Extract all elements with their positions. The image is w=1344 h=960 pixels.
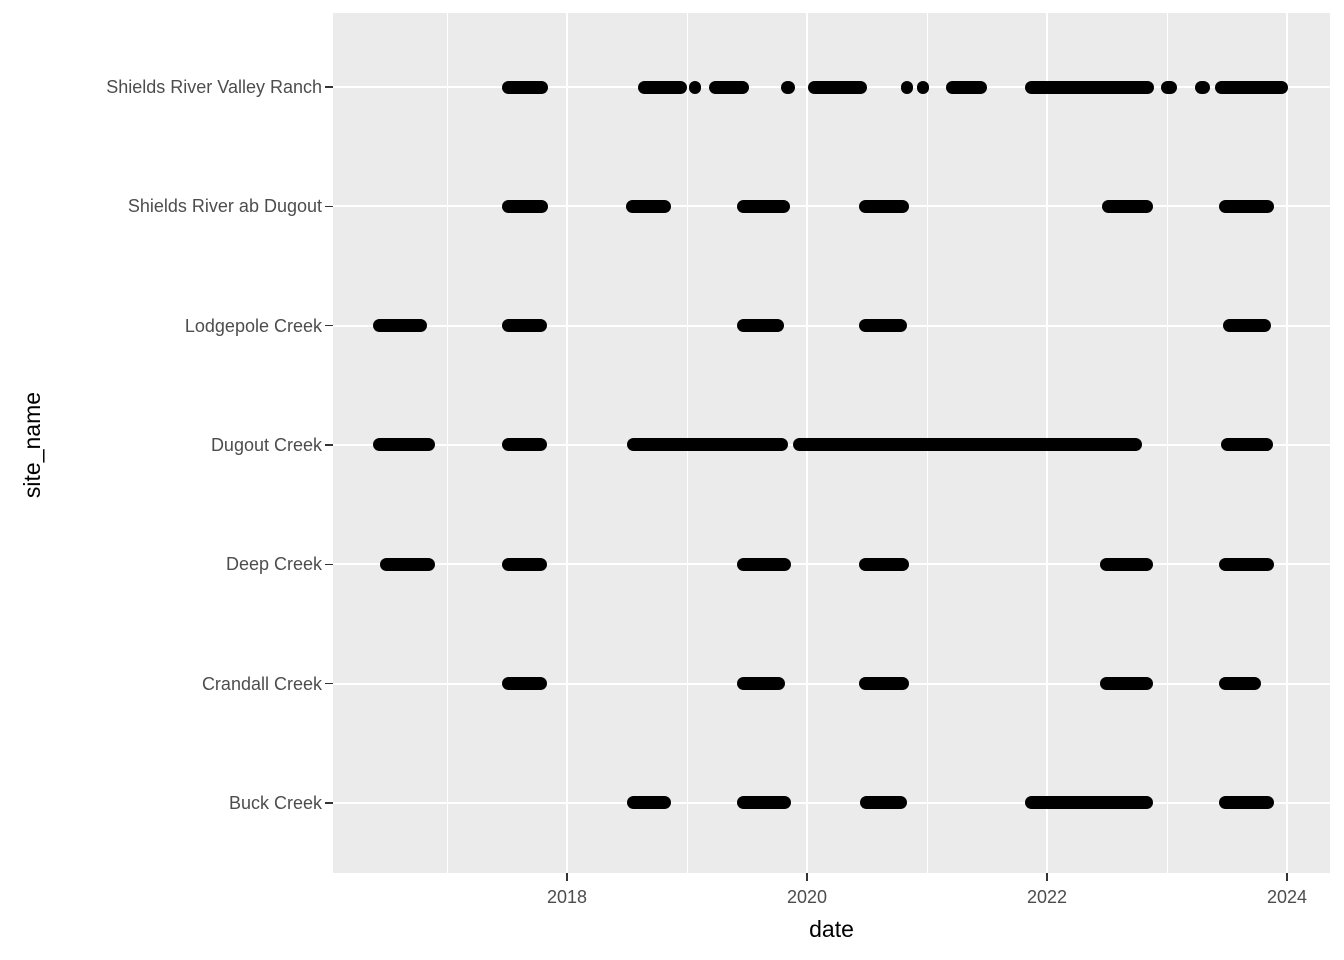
y-axis-tick bbox=[325, 563, 333, 566]
y-axis-title: site_name bbox=[19, 391, 45, 499]
data-segment bbox=[808, 80, 867, 94]
y-axis-tick bbox=[325, 86, 333, 88]
data-segment bbox=[502, 557, 547, 571]
category-gridline bbox=[333, 563, 1330, 566]
data-segment bbox=[946, 80, 987, 94]
data-segment bbox=[502, 438, 547, 452]
y-axis-tick bbox=[325, 444, 333, 446]
data-segment bbox=[1218, 199, 1274, 213]
data-segment bbox=[1099, 557, 1153, 571]
data-segment bbox=[900, 80, 913, 94]
data-segment bbox=[737, 319, 785, 333]
category-gridline bbox=[333, 801, 1330, 804]
data-segment bbox=[858, 199, 909, 213]
x-axis-title: date bbox=[809, 916, 854, 942]
y-axis-tick bbox=[325, 682, 333, 685]
y-axis-tick-label: Deep Creek bbox=[225, 554, 322, 575]
data-segment bbox=[1221, 438, 1273, 452]
data-segment bbox=[1025, 80, 1154, 94]
data-segment bbox=[780, 80, 795, 94]
plot-panel bbox=[333, 13, 1330, 873]
x-axis-tick bbox=[566, 873, 568, 881]
data-segment bbox=[1161, 80, 1177, 94]
data-segment bbox=[1215, 80, 1289, 94]
major-gridline-2018 bbox=[566, 13, 568, 873]
y-axis-tick bbox=[325, 802, 333, 804]
data-segment bbox=[859, 796, 907, 810]
category-gridline bbox=[333, 324, 1330, 327]
x-axis-tick-label: 2024 bbox=[1266, 887, 1308, 907]
data-segment bbox=[792, 438, 1142, 452]
minor-gridline-2023 bbox=[1166, 13, 1168, 873]
y-axis-tick-label: Dugout Creek bbox=[210, 434, 322, 455]
data-segment bbox=[1223, 319, 1272, 333]
x-axis-tick-label: 2020 bbox=[786, 887, 828, 907]
minor-gridline-2017 bbox=[446, 13, 448, 873]
x-axis-tick-label: 2018 bbox=[546, 887, 588, 907]
data-segment bbox=[737, 677, 786, 691]
data-segment bbox=[625, 199, 672, 213]
data-segment bbox=[379, 557, 435, 571]
data-segment bbox=[1218, 796, 1274, 810]
y-axis-tick-label: Lodgepole Creek bbox=[184, 315, 322, 336]
x-axis-tick-label: 2022 bbox=[1026, 887, 1068, 907]
data-segment bbox=[502, 677, 547, 691]
category-gridline bbox=[333, 205, 1330, 208]
data-segment bbox=[737, 796, 792, 810]
data-segment bbox=[858, 677, 909, 691]
y-axis-tick-label: Shields River Valley Ranch bbox=[106, 77, 322, 97]
data-segment bbox=[737, 199, 791, 213]
x-axis-tick bbox=[1046, 873, 1048, 881]
data-segment bbox=[627, 796, 672, 810]
data-segment bbox=[1194, 80, 1211, 94]
data-segment bbox=[858, 557, 909, 571]
data-segment bbox=[1025, 796, 1153, 810]
data-segment bbox=[858, 319, 907, 333]
category-gridline bbox=[333, 682, 1330, 685]
data-segment bbox=[372, 319, 427, 333]
data-segment bbox=[627, 438, 788, 452]
x-axis-tick bbox=[806, 873, 808, 881]
data-segment bbox=[1218, 557, 1274, 571]
x-axis-tick bbox=[1286, 873, 1288, 881]
data-segment bbox=[502, 80, 548, 94]
data-segment bbox=[1102, 199, 1153, 213]
data-segment bbox=[1099, 677, 1153, 691]
data-segment bbox=[502, 199, 548, 213]
y-axis-tick bbox=[325, 324, 333, 327]
data-segment bbox=[737, 557, 792, 571]
y-axis-tick-label: Shields River ab Dugout bbox=[127, 196, 322, 217]
data-segment bbox=[708, 80, 750, 94]
y-axis-tick-label: Crandall Creek bbox=[201, 673, 322, 694]
data-segment bbox=[1218, 677, 1261, 691]
data-segment bbox=[917, 80, 930, 94]
y-axis-tick-label: Buck Creek bbox=[228, 792, 322, 813]
data-segment bbox=[502, 319, 547, 333]
data-segment bbox=[689, 80, 702, 94]
data-segment bbox=[372, 438, 435, 452]
data-segment bbox=[637, 80, 687, 94]
major-gridline-2024 bbox=[1286, 13, 1288, 873]
y-axis-tick bbox=[325, 205, 333, 208]
